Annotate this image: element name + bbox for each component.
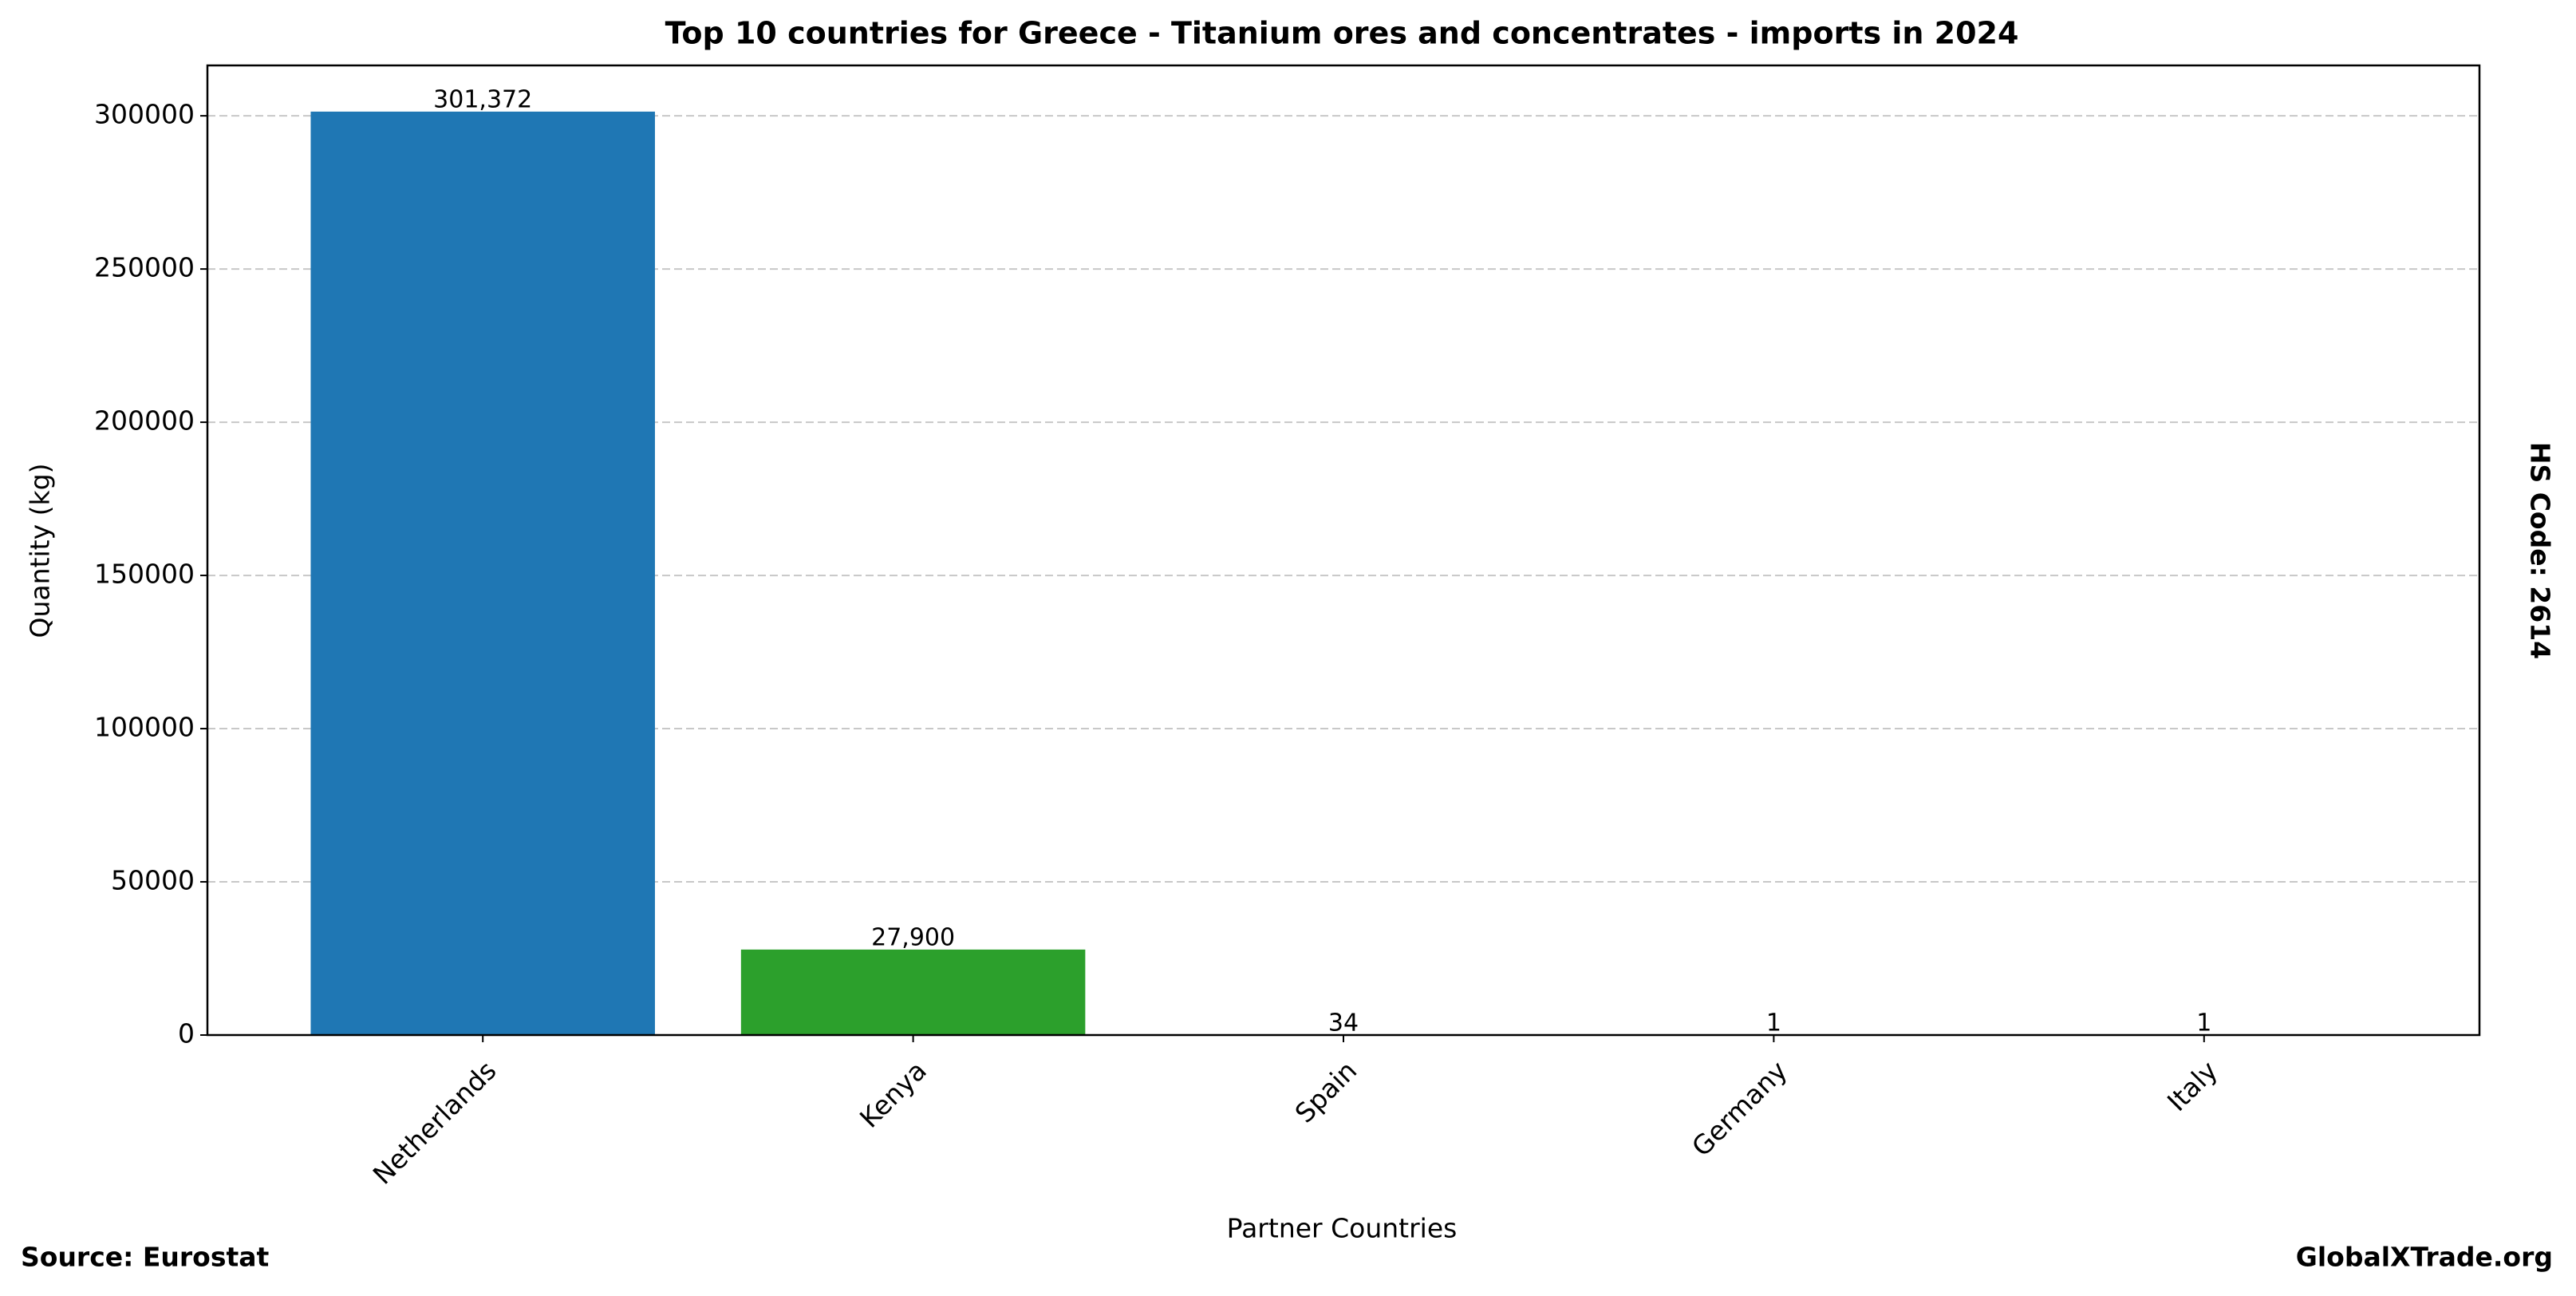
brand-note: GlobalXTrade.org: [2296, 1242, 2553, 1273]
value-label: 27,900: [871, 923, 955, 951]
y-tick-label: 300000: [94, 99, 195, 130]
value-label: 1: [2196, 1009, 2211, 1037]
value-label: 34: [1328, 1009, 1359, 1037]
y-tick-label: 100000: [94, 712, 195, 743]
y-tick-label: 150000: [94, 559, 195, 590]
chart-title: Top 10 countries for Greece - Titanium o…: [665, 16, 2019, 51]
y-tick-label: 0: [178, 1018, 195, 1049]
value-label: 301,372: [433, 85, 532, 113]
y-tick-label: 200000: [94, 405, 195, 437]
bar: [310, 111, 655, 1035]
y-tick-label: 250000: [94, 252, 195, 283]
value-label: 1: [1766, 1009, 1781, 1037]
y-tick-label: 50000: [111, 865, 195, 896]
side-note: HS Code: 2614: [2525, 442, 2556, 659]
x-axis-label: Partner Countries: [1227, 1213, 1458, 1244]
plot-frame: [206, 64, 2481, 1037]
source-note: Source: Eurostat: [21, 1242, 270, 1273]
y-axis-label: Quantity (kg): [25, 464, 56, 638]
bar: [740, 949, 1086, 1035]
